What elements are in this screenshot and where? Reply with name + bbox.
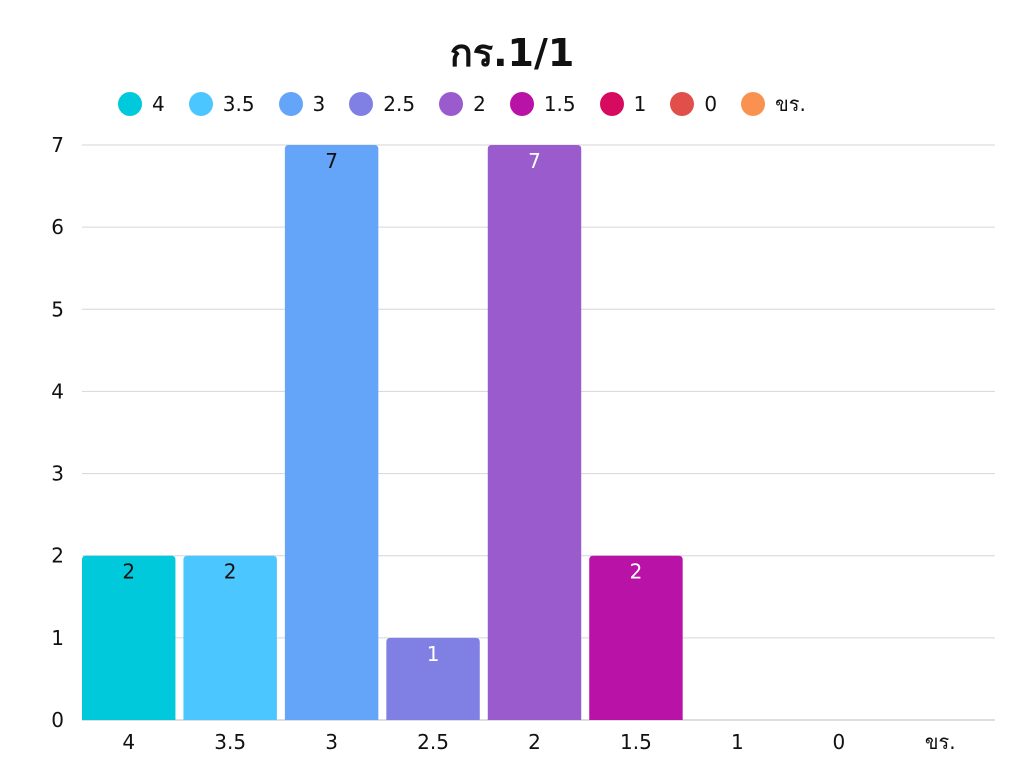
- legend-label: 2: [473, 92, 486, 116]
- bar-value-label: 2: [224, 560, 237, 584]
- y-tick-label: 2: [51, 544, 64, 568]
- legend-item-0: 0: [670, 92, 717, 116]
- y-tick-label: 3: [51, 462, 64, 486]
- bar-value-label: 2: [630, 560, 643, 584]
- x-tick-label: ขร.: [925, 730, 956, 754]
- y-tick-label: 4: [51, 379, 64, 403]
- legend-label: ขร.: [775, 92, 806, 116]
- legend-swatch: [741, 92, 766, 116]
- bar: [284, 145, 379, 720]
- legend-label: 1.5: [543, 92, 576, 116]
- x-tick-label: 3.5: [214, 730, 246, 754]
- legend-swatch: [188, 92, 213, 116]
- y-tick-label: 5: [51, 297, 64, 321]
- legend-swatch: [599, 92, 624, 116]
- bar-value-label: 1: [427, 642, 440, 666]
- legend-swatch: [278, 92, 303, 116]
- x-tick-label: 2: [528, 730, 541, 754]
- legend-item-1-5: 1.5: [509, 92, 576, 116]
- y-tick-label: 7: [51, 133, 64, 157]
- legend-item-2: 2: [439, 92, 486, 116]
- legend-label: 2.5: [383, 92, 416, 116]
- x-tick-label: 0: [832, 730, 845, 754]
- x-tick-label: 4: [122, 730, 135, 754]
- legend-swatch: [509, 92, 534, 116]
- x-tick-label: 3: [325, 730, 338, 754]
- y-tick-label: 6: [51, 215, 64, 239]
- legend-label: 1: [633, 92, 647, 116]
- x-tick-label: 1.5: [620, 730, 652, 754]
- bar-value-label: 7: [325, 149, 338, 173]
- x-tick-label: 2.5: [417, 730, 449, 754]
- y-tick-label: 0: [51, 708, 64, 732]
- legend-item-3-5: 3.5: [188, 92, 255, 116]
- chart-legend: 4 3.5 3 2.5 2 1.5 1 0 ขร.: [118, 90, 830, 118]
- legend-item-4: 4: [118, 92, 165, 116]
- bar: [82, 555, 176, 720]
- legend-label: 4: [152, 92, 165, 116]
- legend-swatch: [439, 92, 464, 116]
- chart-title: กร.1/1: [449, 31, 575, 75]
- legend-label: 3.5: [222, 92, 255, 116]
- y-tick-label: 1: [51, 626, 64, 650]
- legend-item-2-5: 2.5: [349, 92, 415, 116]
- legend-item-absent: ขร.: [741, 88, 806, 120]
- legend-item-3: 3: [278, 92, 326, 116]
- legend-item-1: 1: [599, 92, 647, 116]
- bar: [183, 555, 277, 720]
- legend-swatch: [118, 92, 142, 116]
- legend-swatch: [670, 92, 695, 116]
- legend-label: 3: [312, 92, 326, 116]
- x-tick-label: 1: [731, 730, 744, 754]
- bar: [386, 637, 480, 720]
- bar: [487, 145, 582, 720]
- legend-label: 0: [704, 92, 718, 116]
- bar-value-label: 2: [122, 560, 135, 584]
- bar-value-label: 7: [528, 149, 541, 173]
- legend-swatch: [349, 92, 374, 116]
- bar: [589, 555, 683, 720]
